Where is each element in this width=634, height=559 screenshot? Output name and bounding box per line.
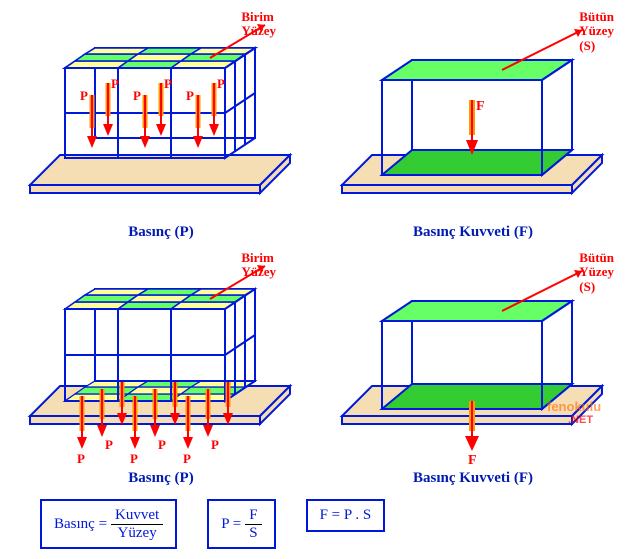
full-surface-l1b: Bütün [579, 250, 614, 265]
diagram-pressure-top: P P P P [10, 10, 310, 220]
f3: F = P . S [320, 507, 372, 524]
svg-text:P: P [77, 451, 85, 466]
f2-top: F [245, 507, 261, 525]
svg-text:P: P [130, 451, 138, 466]
full-surface-l3b: (S) [579, 279, 595, 294]
diagram-pressure-bottom: P P P P P P [10, 251, 310, 466]
full-surface-l1: Bütün [579, 9, 614, 24]
panel-pressure-bottom: Birim Yüzey [10, 251, 312, 487]
formula-row: Basınç = Kuvvet Yüzey P = F S F = P . S [10, 499, 624, 549]
f2-bot: S [245, 525, 261, 542]
svg-text:P: P [105, 437, 113, 452]
svg-text:.NET: .NET [568, 414, 593, 426]
caption-force-b: Basınç Kuvveti (F) [322, 470, 624, 487]
svg-text:P: P [211, 437, 219, 452]
svg-text:fenokulu: fenokulu [547, 399, 601, 414]
formula-words: Basınç = Kuvvet Yüzey [40, 499, 177, 549]
unit-surface-label2-b: Yüzey [241, 264, 276, 279]
svg-text:F: F [476, 99, 485, 114]
caption-pressure: Basınç (P) [10, 224, 312, 241]
f2-left: P = [221, 516, 241, 533]
formula-fps: F = P . S [306, 499, 386, 532]
svg-text:F: F [468, 453, 477, 466]
svg-text:P: P [111, 76, 119, 91]
f1-top: Kuvvet [111, 507, 163, 525]
panel-pressure-top: Birim Yüzey [10, 10, 312, 241]
diagram-force-top: F [322, 10, 622, 220]
formula-pfs: P = F S [207, 499, 275, 549]
panel-force-bottom: Bütün Yüzey (S) F fenokulu .NET Basınç K… [322, 251, 624, 487]
svg-text:P: P [164, 76, 172, 91]
svg-text:P: P [183, 451, 191, 466]
panel-force-top: Bütün Yüzey (S) F Basınç Kuvveti (F) [322, 10, 624, 241]
unit-surface-label: Birim [241, 9, 274, 24]
f1-bot: Yüzey [114, 525, 161, 542]
unit-surface-label2: Yüzey [241, 23, 276, 38]
svg-text:P: P [217, 76, 225, 91]
f1-left: Basınç = [54, 516, 107, 533]
svg-text:P: P [158, 437, 166, 452]
svg-text:P: P [133, 88, 141, 103]
full-surface-l3: (S) [579, 38, 595, 53]
caption-pressure-b: Basınç (P) [10, 470, 312, 487]
full-surface-l2: Yüzey [579, 23, 614, 38]
diagram-force-bottom: F fenokulu .NET [322, 251, 622, 466]
svg-text:P: P [80, 88, 88, 103]
unit-surface-label-b: Birim [241, 250, 274, 265]
full-surface-l2b: Yüzey [579, 264, 614, 279]
svg-text:P: P [186, 88, 194, 103]
caption-force: Basınç Kuvveti (F) [322, 224, 624, 241]
